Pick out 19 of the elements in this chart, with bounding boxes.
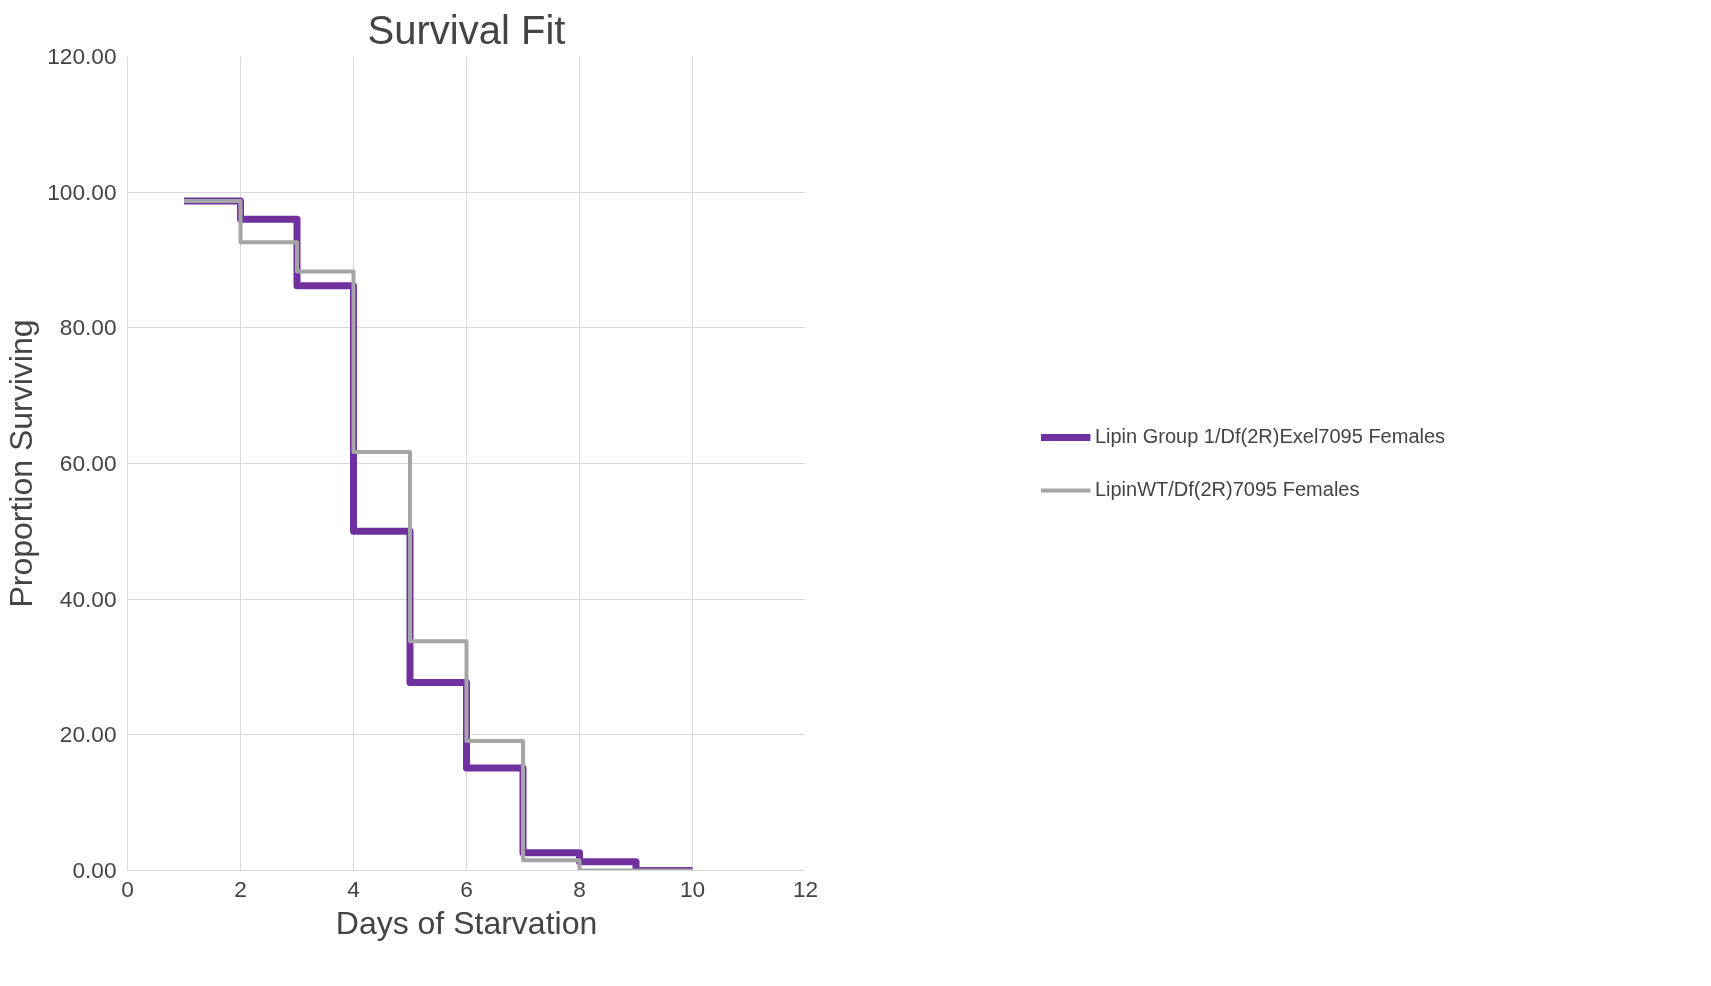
x-tick-label: 6	[460, 875, 473, 902]
y-tick-label: 100.00	[47, 178, 117, 205]
x-axis-title: Days of Starvation	[335, 904, 598, 941]
legend-label: LipinWT/Df(2R)7095 Females	[1094, 478, 1360, 501]
y-tick-label: 80.00	[59, 314, 117, 341]
legend-label: Lipin Group 1/Df(2R)Exel7095 Females	[1094, 425, 1446, 448]
x-tick-label: 8	[573, 875, 586, 902]
x-tick-label: 12	[792, 875, 819, 902]
y-tick-label: 120.00	[47, 43, 117, 69]
y-tick-label: 20.00	[59, 721, 117, 748]
y-tick-label: 60.00	[59, 450, 117, 476]
y-tick-label: 40.00	[59, 585, 117, 612]
x-tick-label: 0	[121, 875, 134, 902]
x-tick-label: 10	[679, 875, 706, 902]
x-tick-label: 2	[234, 875, 247, 902]
x-tick-label: 4	[347, 875, 360, 902]
y-tick-label: 0.00	[72, 857, 117, 883]
y-axis-title: Proportion Surviving	[3, 319, 40, 608]
chart-title: Survival Fit	[367, 7, 566, 52]
